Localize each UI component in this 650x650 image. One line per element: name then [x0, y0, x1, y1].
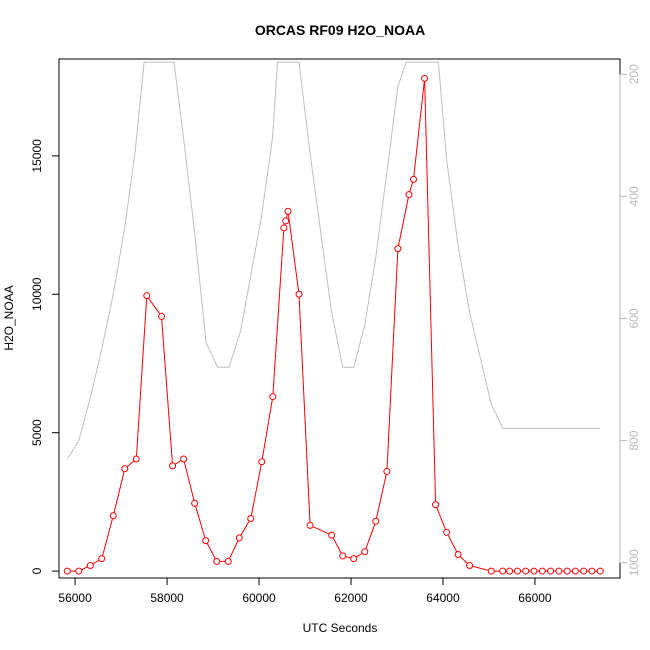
- data-point: [180, 455, 188, 463]
- data-point: [282, 217, 290, 225]
- y-tick-label: 5000: [30, 419, 44, 446]
- data-point: [432, 501, 440, 509]
- data-point: [224, 557, 232, 565]
- data-point: [247, 514, 255, 522]
- data-point: [383, 467, 391, 475]
- data-point: [443, 528, 451, 536]
- data-point: [143, 292, 151, 300]
- data-point: [361, 548, 369, 556]
- y-axis-label: H2O_NOAA: [2, 285, 16, 350]
- data-point: [350, 555, 358, 563]
- data-point: [63, 567, 71, 575]
- x-tick-label: 64000: [426, 591, 460, 605]
- x-tick-label: 56000: [58, 591, 92, 605]
- chart-title: ORCAS RF09 H2O_NOAA: [255, 22, 425, 38]
- data-point: [258, 458, 266, 466]
- data-point: [295, 290, 303, 298]
- y-tick-label: 0: [30, 567, 44, 574]
- data-point: [306, 521, 314, 529]
- data-point: [530, 567, 538, 575]
- data-point: [121, 465, 129, 473]
- data-point: [284, 207, 292, 215]
- data-point: [235, 534, 243, 542]
- data-point: [158, 312, 166, 320]
- data-point: [547, 567, 555, 575]
- data-point: [269, 393, 277, 401]
- y2-axis-right: 200 400 600 800 1000: [619, 64, 641, 576]
- data-point: [487, 567, 495, 575]
- y2-tick-label: 800: [627, 430, 641, 450]
- x-tick-label: 62000: [334, 591, 368, 605]
- data-point: [169, 462, 177, 470]
- data-point: [132, 455, 140, 463]
- data-point: [538, 567, 546, 575]
- data-point: [280, 224, 288, 232]
- y2-tick-label: 1000: [627, 549, 641, 576]
- data-point: [588, 567, 596, 575]
- series-layer: [63, 61, 604, 575]
- data-point: [213, 557, 221, 565]
- x-tick-label: 66000: [518, 591, 552, 605]
- x-tick-label: 60000: [242, 591, 276, 605]
- data-point: [466, 562, 474, 570]
- data-point: [191, 499, 199, 507]
- data-point: [596, 567, 604, 575]
- plot-frame: [58, 58, 621, 579]
- y-axis: 0 5000 10000 15000: [30, 139, 60, 574]
- data-point: [75, 567, 83, 575]
- data-point: [513, 567, 521, 575]
- data-point: [372, 517, 380, 525]
- data-point: [328, 531, 336, 539]
- data-point: [202, 537, 210, 545]
- h2o-series-line: [67, 78, 601, 572]
- y2-tick-label: 200: [627, 64, 641, 84]
- secondary-series-line: [66, 61, 601, 460]
- data-point: [506, 567, 514, 575]
- data-point: [109, 512, 117, 520]
- data-point: [98, 555, 106, 563]
- data-point: [421, 74, 429, 82]
- data-point: [454, 550, 462, 558]
- x-axis: 56000 58000 60000 62000 64000 66000: [58, 577, 552, 605]
- data-point: [86, 562, 94, 570]
- data-point: [405, 191, 413, 199]
- data-point: [339, 552, 347, 560]
- data-point: [571, 567, 579, 575]
- x-tick-label: 58000: [150, 591, 184, 605]
- data-point: [394, 245, 402, 253]
- data-point: [580, 567, 588, 575]
- y-tick-label: 15000: [30, 139, 44, 173]
- data-point: [522, 567, 530, 575]
- data-point: [555, 567, 563, 575]
- y2-tick-label: 400: [627, 186, 641, 206]
- data-point: [410, 175, 418, 183]
- y-tick-label: 10000: [30, 277, 44, 311]
- data-point: [499, 567, 507, 575]
- y2-tick-label: 600: [627, 308, 641, 328]
- x-axis-label: UTC Seconds: [303, 621, 378, 635]
- data-point: [563, 567, 571, 575]
